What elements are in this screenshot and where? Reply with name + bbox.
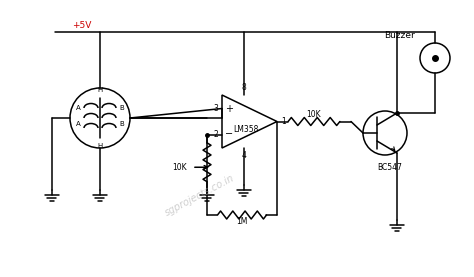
Text: +: + — [225, 104, 233, 114]
Text: Buzzer: Buzzer — [384, 32, 415, 40]
Text: +5V: +5V — [73, 20, 91, 29]
Text: LM358: LM358 — [233, 125, 259, 134]
Text: H: H — [97, 87, 103, 93]
Text: 4: 4 — [242, 150, 246, 160]
Text: B: B — [119, 105, 124, 111]
Text: 1: 1 — [281, 117, 286, 126]
Text: 1M: 1M — [237, 217, 248, 227]
Text: A: A — [76, 121, 81, 127]
Text: BC547: BC547 — [378, 163, 402, 173]
Text: −: − — [225, 130, 233, 140]
Text: 8: 8 — [242, 83, 246, 93]
Text: 2: 2 — [213, 130, 218, 139]
Text: B: B — [119, 121, 124, 127]
Text: 10K: 10K — [173, 163, 187, 172]
Text: H: H — [97, 143, 103, 149]
Text: 3: 3 — [213, 104, 218, 113]
Text: A: A — [76, 105, 81, 111]
Text: 10K: 10K — [307, 110, 321, 119]
Text: sgprojects.co.in: sgprojects.co.in — [164, 173, 237, 217]
